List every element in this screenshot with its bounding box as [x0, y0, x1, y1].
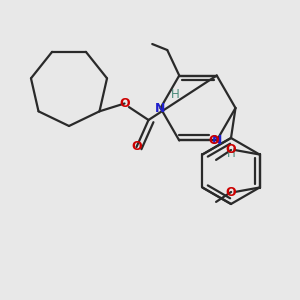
Text: O: O	[119, 97, 130, 110]
Text: H: H	[227, 148, 236, 160]
Text: O: O	[226, 185, 236, 199]
Text: H: H	[171, 88, 180, 101]
Text: N: N	[155, 101, 166, 115]
Text: O: O	[131, 140, 142, 154]
Text: O: O	[226, 143, 236, 157]
Text: O: O	[208, 134, 219, 147]
Text: N: N	[212, 134, 222, 147]
